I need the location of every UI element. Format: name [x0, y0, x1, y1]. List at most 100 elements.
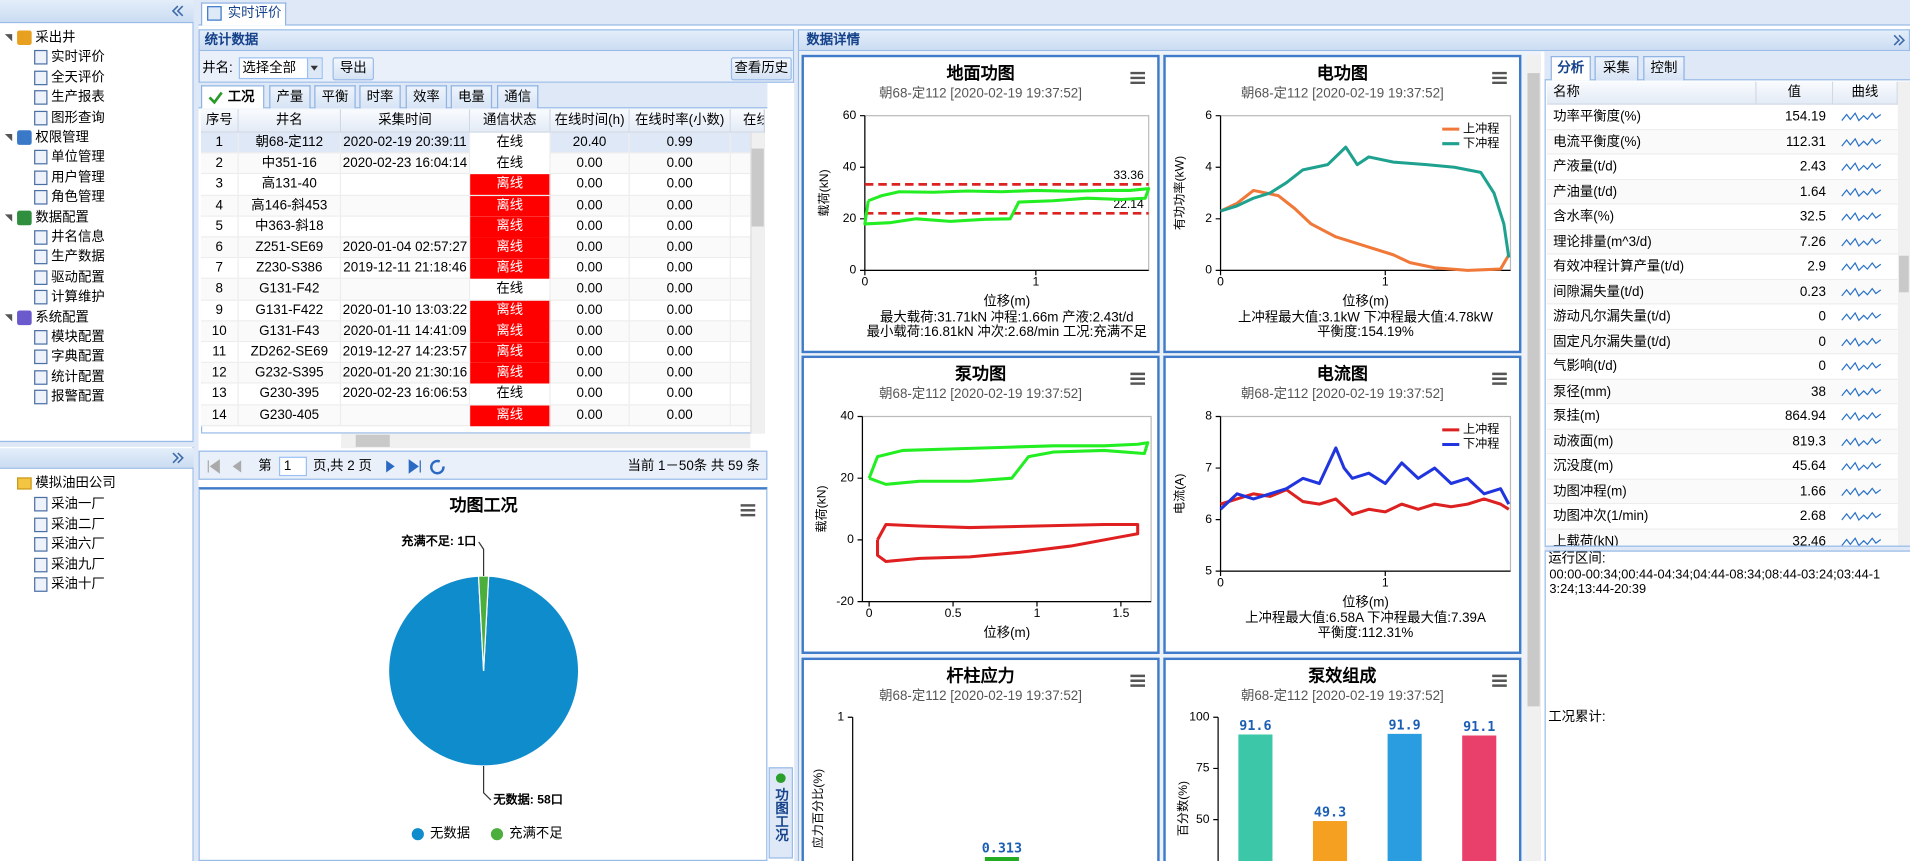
collapse-button [171, 5, 184, 17]
table-row[interactable] [1546, 454, 1898, 480]
table-row[interactable] [1546, 279, 1898, 305]
y-tick-label: 2 [1205, 211, 1212, 225]
item-icon [34, 70, 48, 86]
menu-item[interactable]: 字典配置 [51, 349, 105, 365]
table-tab[interactable]: 时率 [359, 85, 401, 109]
check [208, 91, 223, 105]
table-tab[interactable]: 产量 [269, 85, 311, 109]
y-tick-label: 1 [837, 710, 844, 724]
menu-item[interactable]: 模块配置 [51, 330, 105, 345]
table-row[interactable] [1546, 404, 1898, 430]
org-item[interactable]: 采油二厂 [51, 517, 105, 532]
sparkline-icon [1841, 436, 1882, 447]
y-tick-label: 0 [1205, 263, 1212, 277]
org-item[interactable]: 采油一厂 [51, 496, 105, 512]
page-input[interactable]: 1 [278, 456, 307, 477]
menu-item[interactable]: 报警配置 [51, 389, 105, 405]
table-row[interactable] [1546, 229, 1898, 255]
table-row[interactable] [1546, 429, 1898, 455]
table-tab[interactable]: 平衡 [314, 85, 356, 109]
org-item[interactable]: 采油六厂 [51, 537, 105, 552]
table-tab[interactable]: 工况 [200, 85, 265, 109]
sparkline [1841, 137, 1882, 147]
column-header[interactable]: 在线 [730, 109, 765, 133]
item-icon [34, 190, 48, 205]
org-root[interactable]: 模拟油田公司 [35, 476, 116, 491]
menu-item[interactable]: 单位管理 [51, 150, 105, 165]
table-cell: 动液面(m) [1553, 434, 1614, 449]
x-axis-label: 位移(m) [983, 625, 1030, 640]
table-row[interactable] [1546, 104, 1898, 130]
button[interactable]: 查看历史 [730, 57, 792, 81]
item-icon [34, 50, 48, 66]
menu-item[interactable]: 实时评价 [51, 50, 105, 66]
arrow [310, 65, 318, 71]
column-header[interactable]: 在线时率(小数) [629, 109, 731, 133]
y-tick-label: 4 [1205, 159, 1212, 173]
org-item[interactable]: 采油十厂 [51, 577, 105, 593]
menu-group[interactable]: 数据配置 [35, 210, 89, 225]
table-row[interactable] [1546, 479, 1898, 505]
panel-tab[interactable]: 采集 [1594, 56, 1639, 81]
table-row[interactable] [1546, 254, 1898, 280]
column-header[interactable]: 名称 [1546, 81, 1757, 105]
menu-item[interactable]: 用户管理 [51, 170, 105, 185]
table-cell: 20.40 [551, 132, 630, 154]
table-cell: Z230-S386 [239, 258, 342, 280]
table-row[interactable] [1546, 329, 1898, 355]
tab-label[interactable]: 实时评价 [227, 6, 282, 21]
table-row[interactable] [1546, 354, 1898, 380]
x-tick-label: 1 [1382, 275, 1389, 289]
table-tab[interactable]: 电量 [450, 85, 493, 109]
column-header[interactable]: 井名 [238, 109, 342, 133]
table-row[interactable] [1546, 304, 1898, 330]
menu-item[interactable]: 生产数据 [51, 250, 105, 265]
menu-item[interactable]: 计算维护 [51, 290, 105, 305]
select[interactable]: 选择全部 [238, 57, 323, 80]
column-header[interactable]: 序号 [200, 109, 239, 133]
column-header[interactable]: 值 [1756, 81, 1834, 105]
table-row[interactable] [1546, 504, 1898, 530]
table-row[interactable] [1546, 379, 1898, 405]
reference-label: 33.36 [1113, 168, 1144, 182]
table-cell: 2020-01-04 02:57:27 [341, 237, 471, 259]
menu-item[interactable]: 井名信息 [51, 230, 105, 245]
menu-item[interactable]: 角色管理 [51, 190, 105, 205]
column-header[interactable]: 采集时间 [341, 109, 471, 133]
menu-item[interactable]: 图形查询 [51, 110, 105, 125]
menu-item[interactable]: 全天评价 [51, 70, 105, 86]
table-row[interactable] [1546, 529, 1898, 546]
tab-active[interactable] [200, 2, 287, 26]
panel-tab[interactable]: 分析 [1550, 56, 1591, 81]
x-tick-label: 0 [1217, 275, 1224, 289]
sparkline [1841, 162, 1882, 172]
page-number: 1 [283, 459, 292, 474]
menu-item[interactable]: 统计配置 [51, 369, 105, 385]
table-tab[interactable]: 通信 [496, 85, 539, 109]
org-item[interactable]: 采油九厂 [51, 557, 105, 573]
panel-tab[interactable]: 控制 [1643, 56, 1685, 81]
leader-line [482, 766, 492, 801]
menu-item[interactable]: 驱动配置 [51, 270, 105, 285]
menu-group[interactable]: 系统配置 [35, 310, 89, 325]
column-header[interactable]: 曲线 [1833, 81, 1898, 105]
y-tick-label: 6 [1205, 512, 1212, 526]
column-header[interactable]: 通信状态 [470, 109, 551, 133]
menu-group[interactable]: 采出井 [35, 30, 76, 46]
menu-group[interactable]: 权限管理 [35, 130, 89, 145]
table-row[interactable] [1546, 129, 1898, 155]
column-header[interactable]: 在线时间(h) [550, 109, 630, 133]
button[interactable]: 导出 [332, 57, 374, 81]
table-row[interactable] [1546, 179, 1898, 205]
table-tab[interactable]: 效率 [405, 85, 448, 109]
first-page [207, 459, 220, 474]
y-tick-label: 60 [843, 108, 857, 122]
chart-title: 泵功图 [955, 365, 1006, 384]
chart-subtitle: 朝68-定112 [2020-02-19 19:37:52] [879, 85, 1082, 100]
item-icon [34, 250, 48, 265]
menu-item[interactable]: 生产报表 [51, 90, 105, 105]
table-row[interactable] [1546, 154, 1898, 180]
table-row[interactable] [1546, 204, 1898, 230]
